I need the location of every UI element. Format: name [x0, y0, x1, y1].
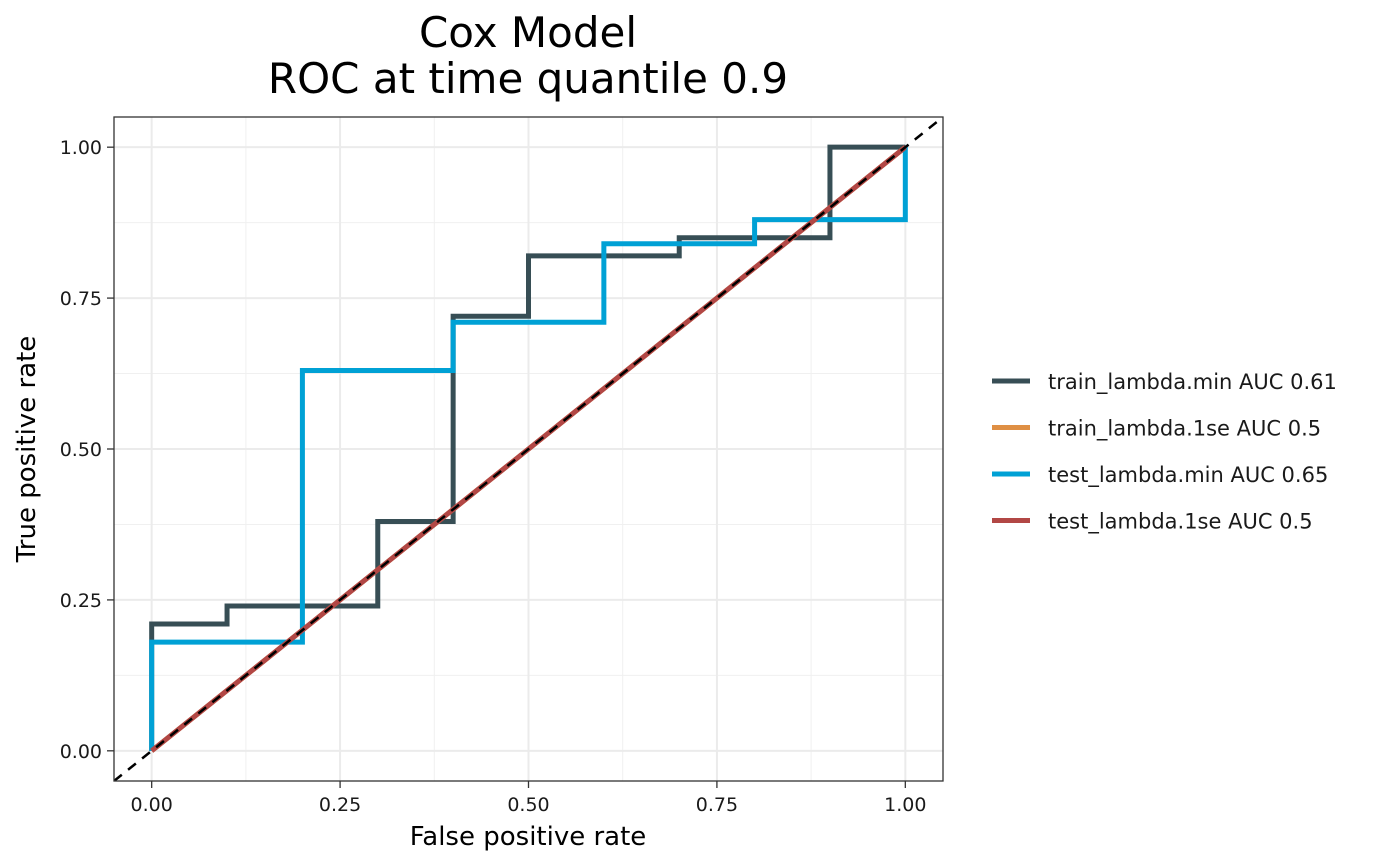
chart-title-line-2: ROC at time quantile 0.9: [268, 54, 788, 103]
legend-label-0: train_lambda.min AUC 0.61: [1048, 370, 1337, 395]
series-line-0: [149, 144, 906, 751]
x-axis-title: False positive rate: [410, 822, 647, 852]
x-tick-label-4: 1.00: [884, 794, 926, 816]
x-tick-label-3: 0.75: [696, 794, 738, 816]
legend-label-3: test_lambda.1se AUC 0.5: [1048, 510, 1313, 535]
y-axis-title: True positive rate: [12, 336, 42, 564]
y-tick-label-1: 0.25: [60, 590, 102, 612]
x-tick-label-0: 0.00: [131, 794, 173, 816]
series-line-2: [149, 147, 908, 751]
y-tick-label-3: 0.75: [60, 288, 102, 310]
x-tick-label-1: 0.25: [319, 794, 361, 816]
legend-label-1: train_lambda.1se AUC 0.5: [1048, 417, 1321, 442]
chart-title-line-1: Cox Model: [419, 8, 637, 57]
legend-label-2: test_lambda.min AUC 0.65: [1048, 463, 1328, 488]
x-tick-label-2: 0.50: [507, 794, 549, 816]
legend: train_lambda.min AUC 0.61 train_lambda.1s…: [992, 370, 1337, 535]
y-tick-label-4: 1.00: [60, 137, 102, 159]
y-tick-label-0: 0.00: [60, 741, 102, 763]
x-axis: 0.00 0.25 0.50 0.75 1.00: [131, 781, 926, 816]
y-axis: 0.00 0.25 0.50 0.75 1.00: [60, 137, 114, 763]
y-tick-label-2: 0.50: [60, 439, 102, 461]
reference-diagonal-line: [114, 117, 943, 781]
